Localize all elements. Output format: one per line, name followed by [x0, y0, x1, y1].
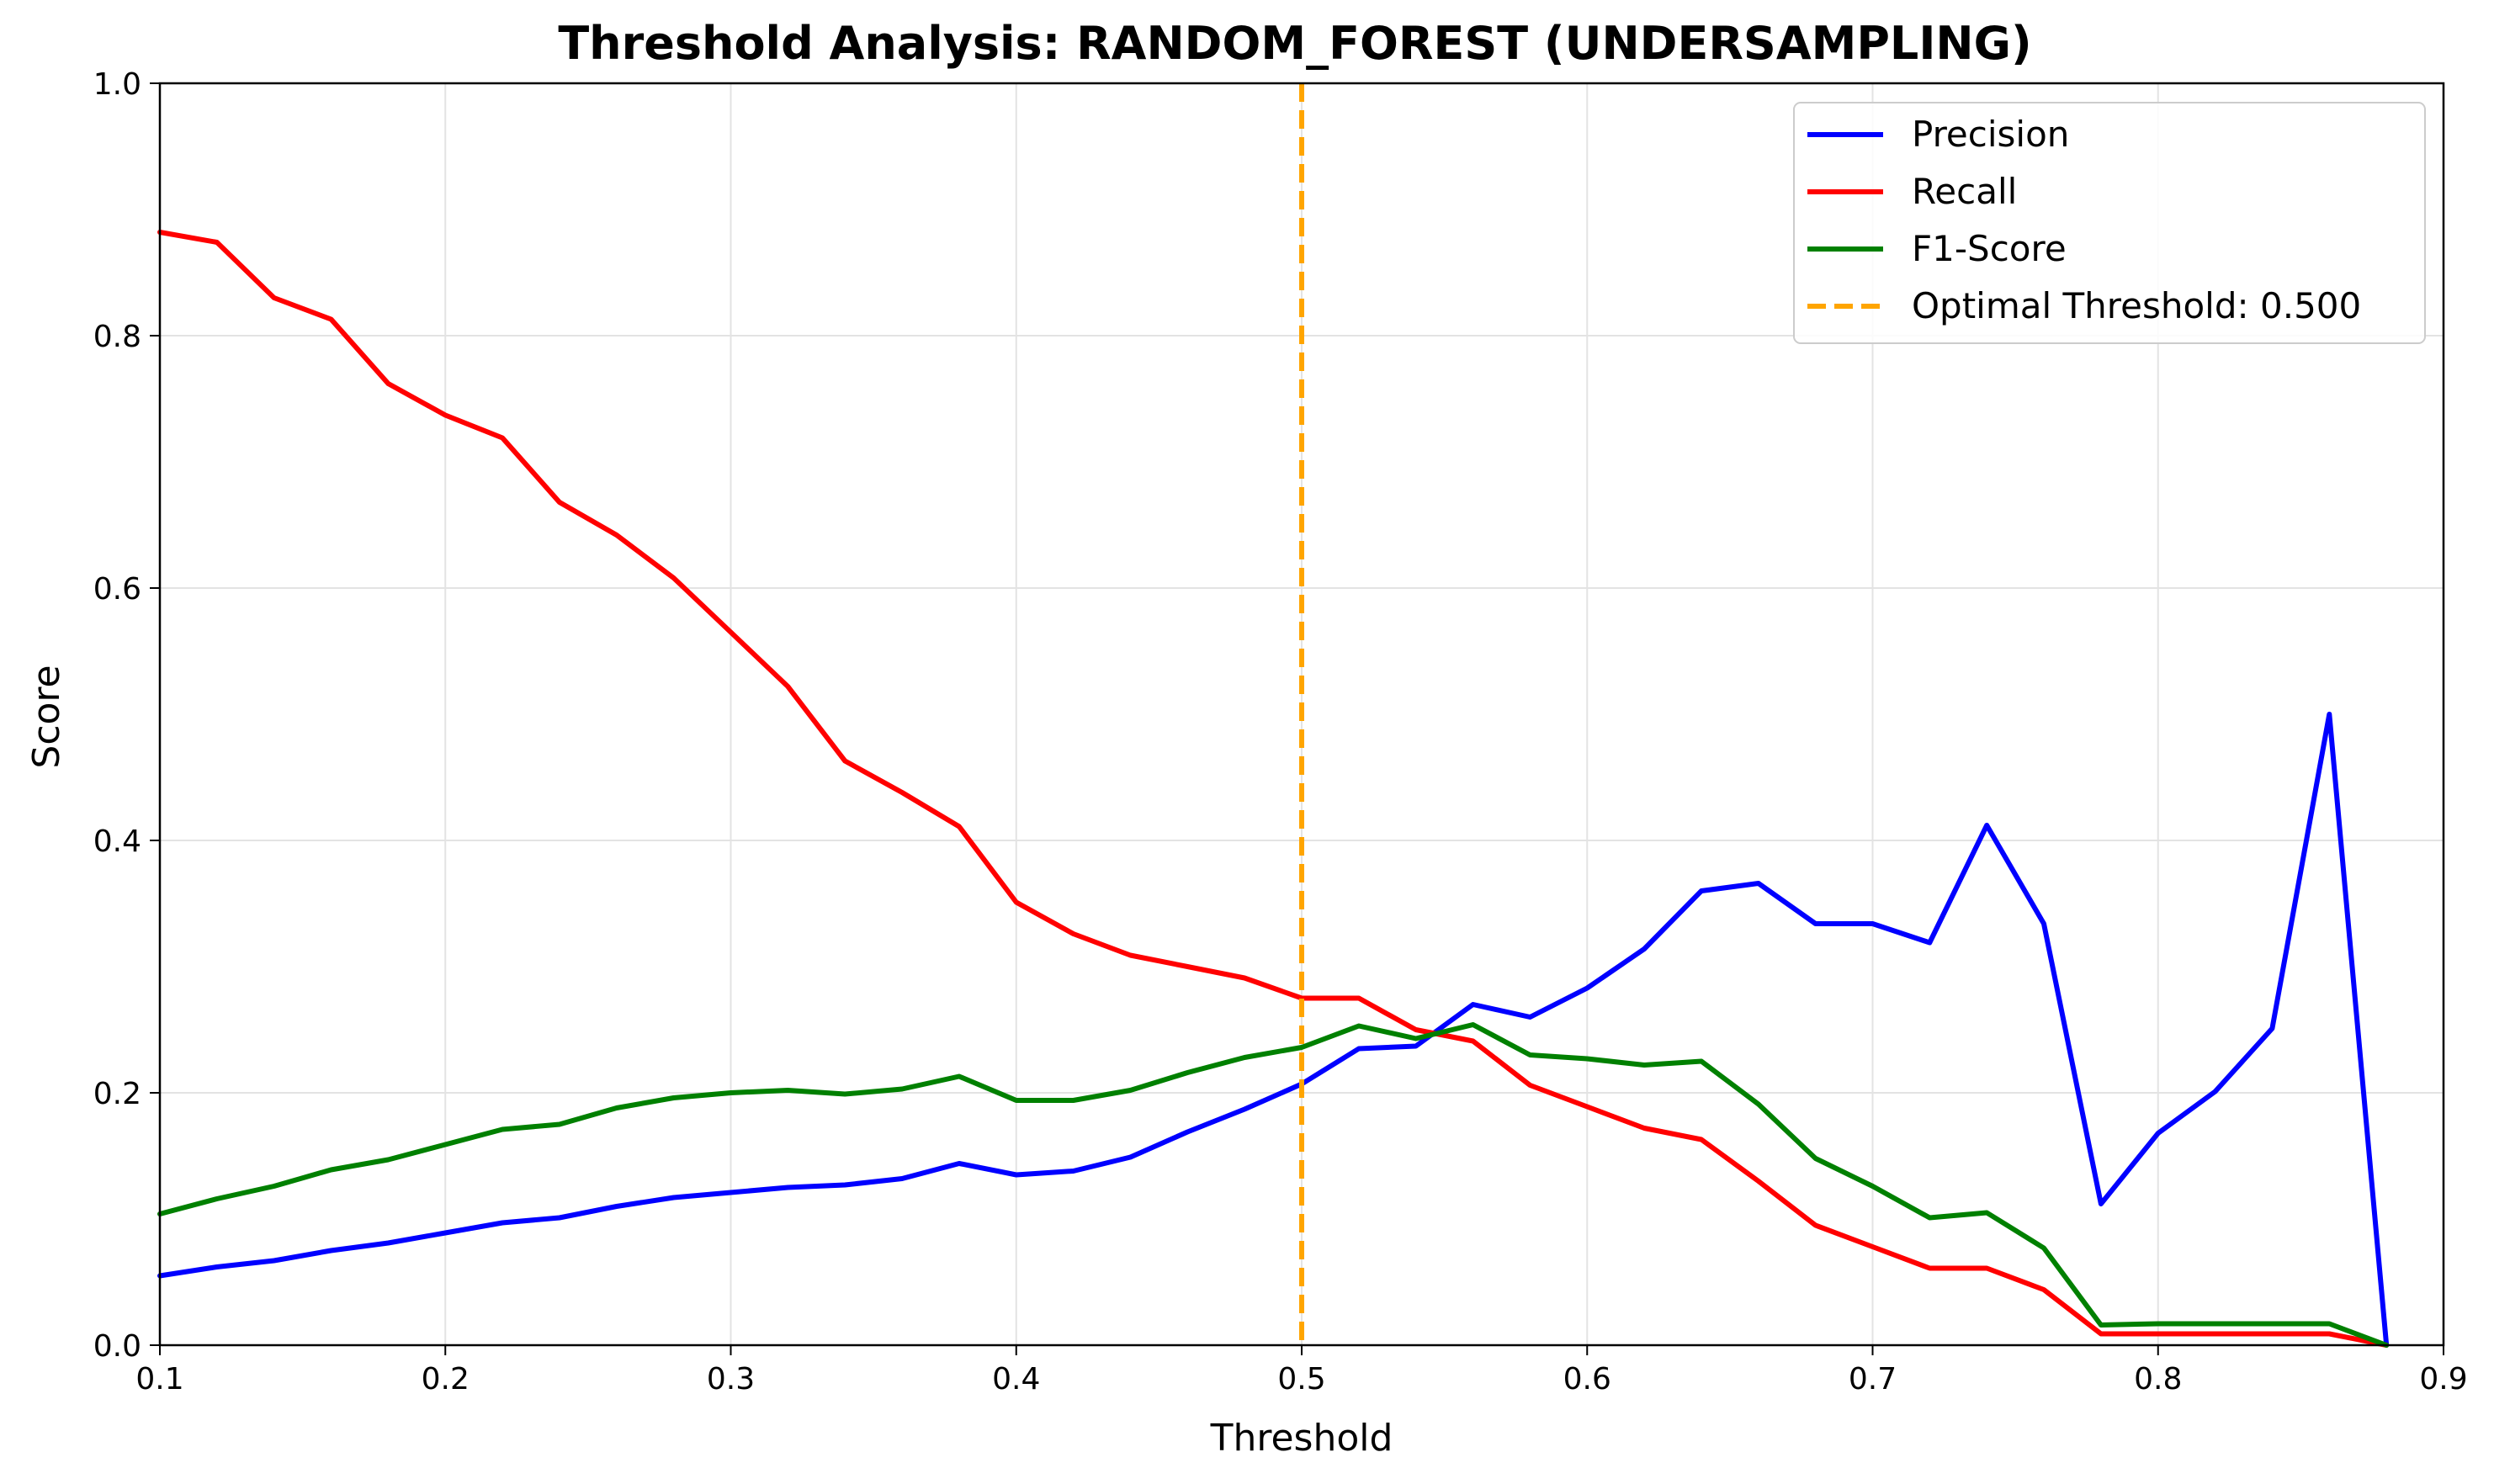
x-axis-title: Threshold	[1210, 1417, 1393, 1460]
x-tick-label: 0.1	[135, 1362, 183, 1397]
legend: Precision Recall F1-Score Optimal Threshold…	[1793, 102, 2426, 344]
y-tick-label: 0.4	[93, 824, 141, 859]
axis-ticks: 0.1 0.2 0.3 0.4 0.5 0.6 0.7 0.8 0.9 0.0 0.2 0.4 0.6 0…	[93, 67, 2468, 1397]
legend-label: Precision	[1912, 114, 2069, 155]
x-tick-label: 0.3	[707, 1362, 755, 1397]
x-tick-label: 0.9	[2419, 1362, 2467, 1397]
legend-label: Optimal Threshold: 0.500	[1912, 285, 2361, 326]
legend-label: Recall	[1912, 171, 2017, 212]
x-tick-label: 0.8	[2134, 1362, 2182, 1397]
y-tick-label: 1.0	[93, 67, 141, 102]
series-line-precision	[157, 712, 2390, 1348]
x-tick-label: 0.5	[1277, 1362, 1325, 1397]
x-tick-label: 0.7	[1849, 1362, 1897, 1397]
legend-label: F1-Score	[1912, 228, 2067, 269]
y-tick-label: 0.2	[93, 1077, 141, 1111]
x-tick-label: 0.2	[422, 1362, 470, 1397]
series-line-recall	[157, 230, 2390, 1348]
series-line-f1-score	[157, 1022, 2390, 1348]
legend-box	[1793, 102, 2426, 344]
x-tick-label: 0.6	[1563, 1362, 1611, 1397]
y-tick-label: 0.6	[93, 572, 141, 607]
y-tick-label: 0.8	[93, 320, 141, 354]
chart-title: Threshold Analysis: RANDOM_FOREST (UNDER…	[558, 17, 2031, 70]
y-axis-title: Score	[25, 665, 68, 768]
y-tick-label: 0.0	[93, 1329, 141, 1364]
plot-series	[157, 83, 2390, 1348]
x-tick-label: 0.4	[992, 1362, 1040, 1397]
